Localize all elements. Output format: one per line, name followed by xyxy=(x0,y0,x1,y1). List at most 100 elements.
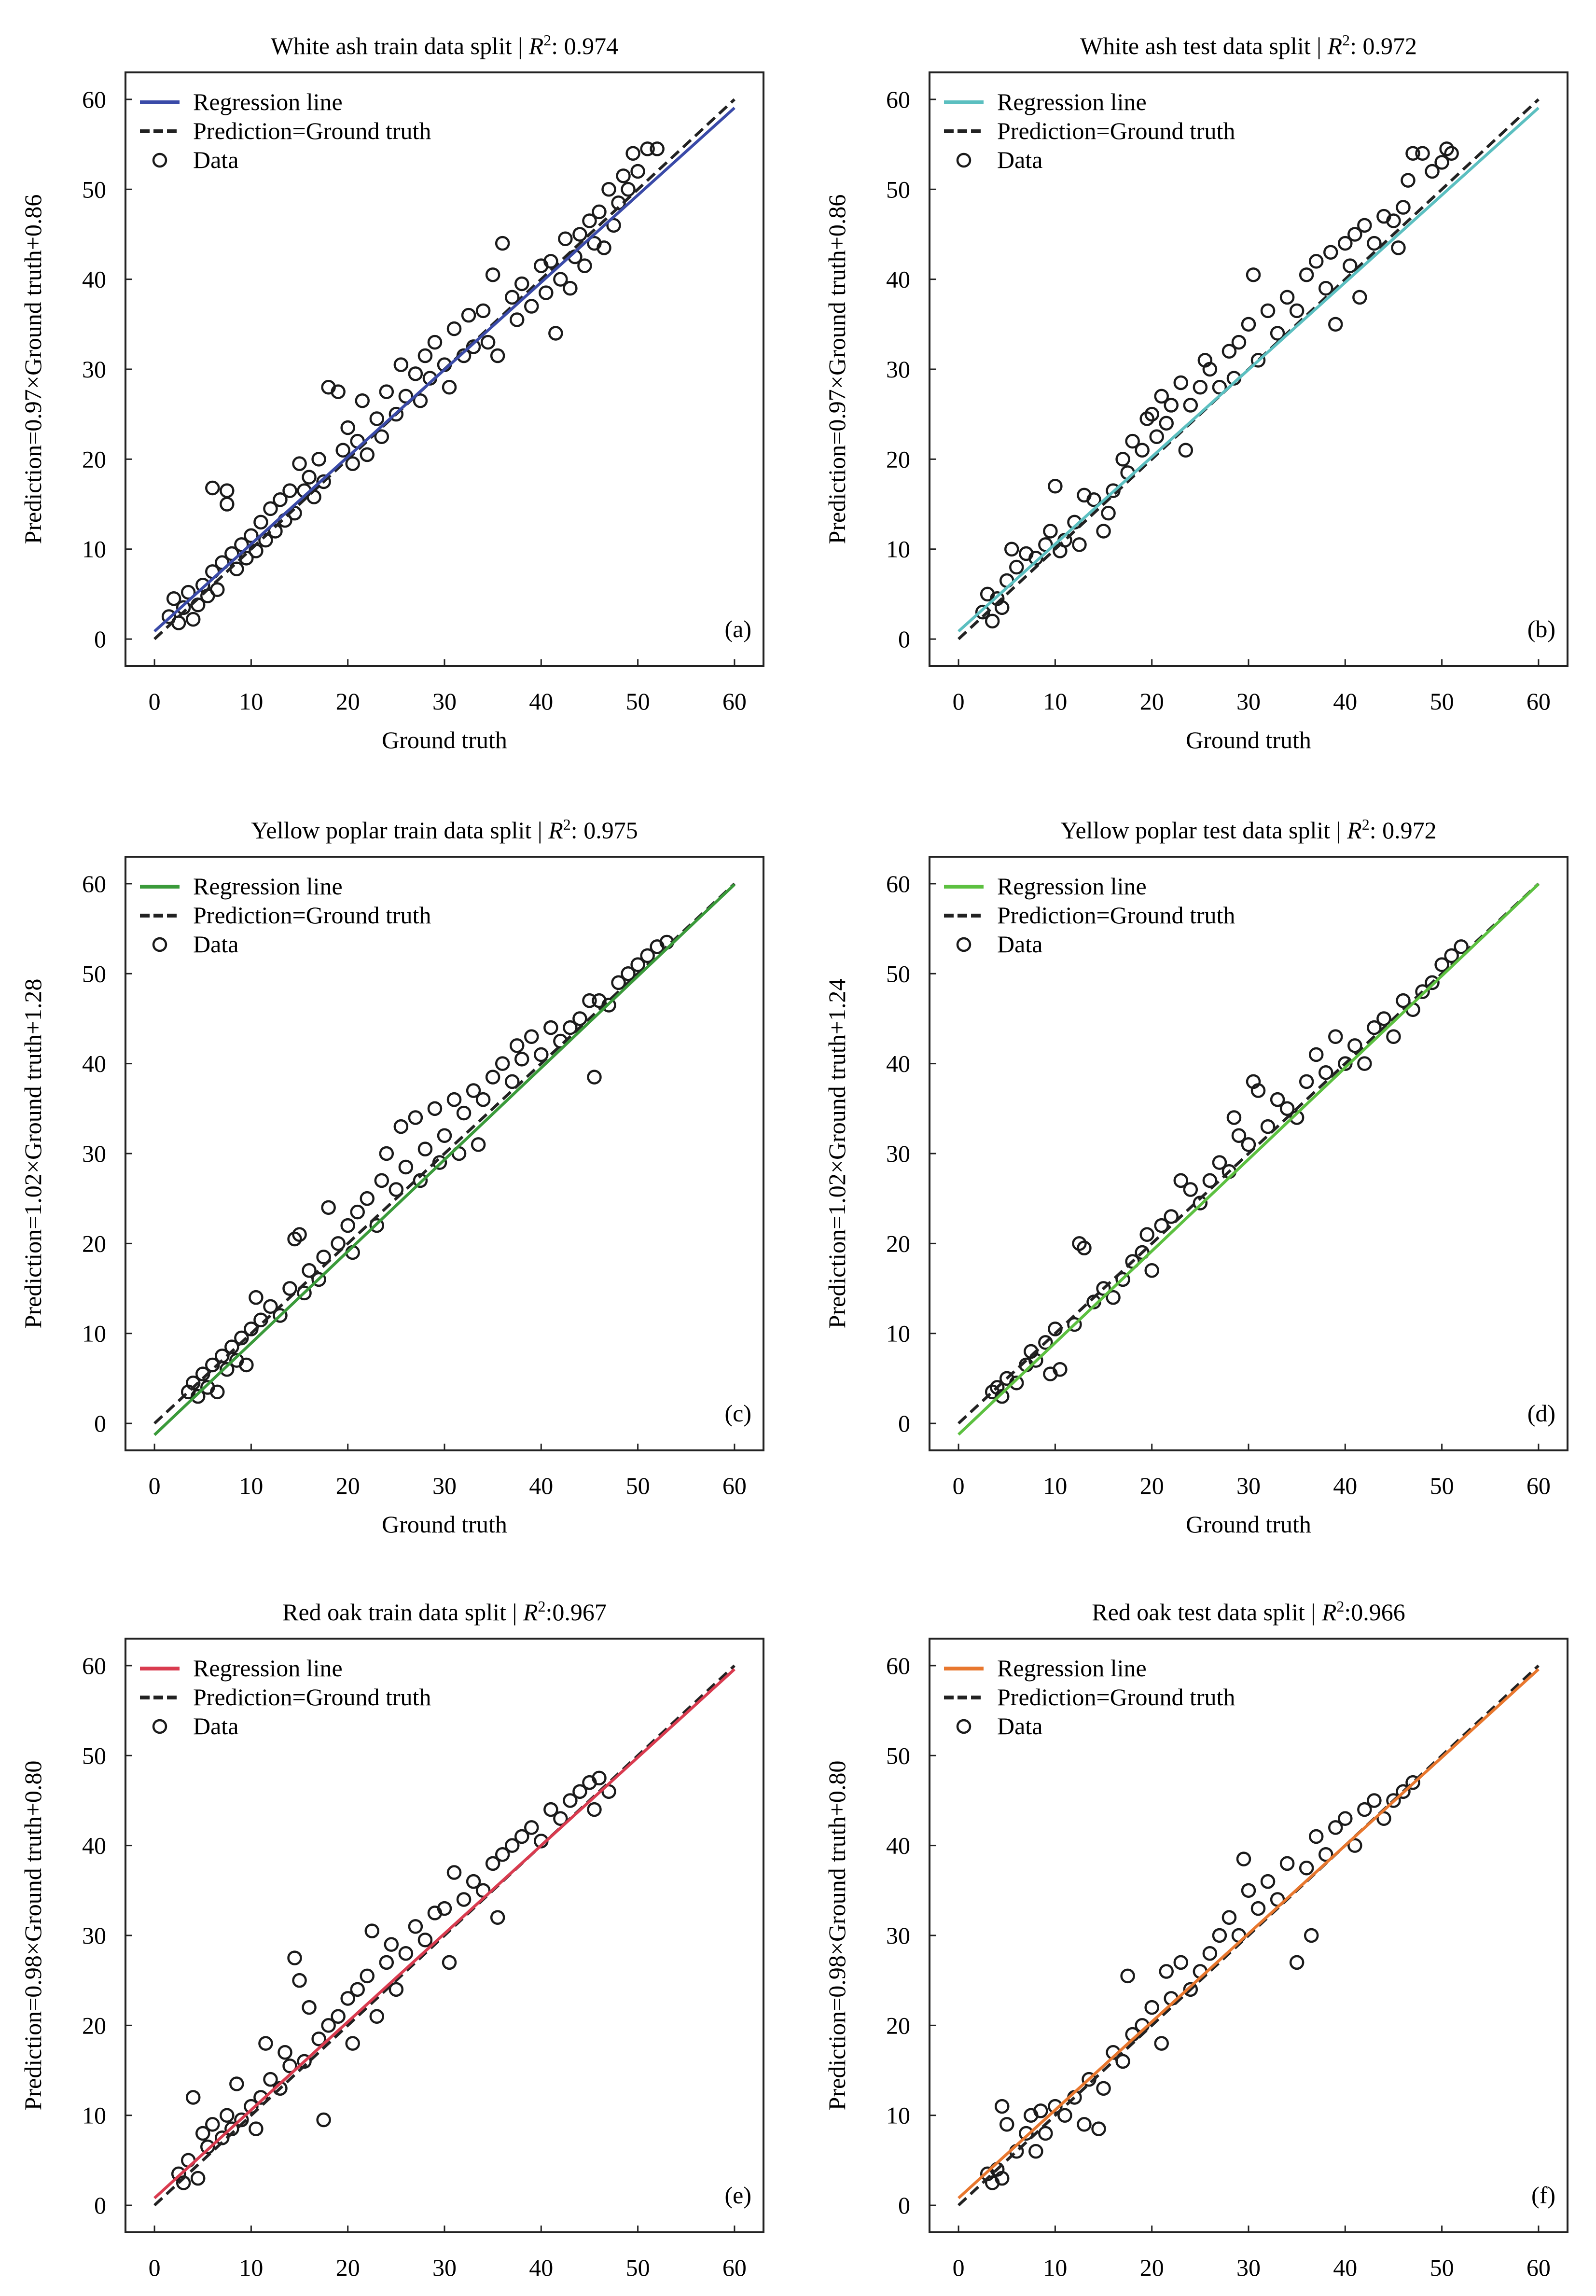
data-point xyxy=(994,2099,1010,2114)
data-point xyxy=(273,2081,288,2096)
x-tick-label: 10 xyxy=(1043,2254,1067,2281)
data-point xyxy=(640,948,655,963)
data-point xyxy=(302,1263,317,1278)
panel-tag: (e) xyxy=(725,2182,752,2209)
data-point xyxy=(1231,1128,1247,1143)
data-point xyxy=(1270,326,1285,341)
data-point xyxy=(1125,1254,1140,1269)
data-point xyxy=(475,1883,491,1898)
y-tick-label: 30 xyxy=(886,1922,910,1949)
data-point xyxy=(616,168,631,183)
data-point xyxy=(1202,1946,1218,1961)
data-point xyxy=(360,1968,375,1984)
data-point xyxy=(1318,1847,1333,1862)
data-point xyxy=(335,443,350,458)
y-tick-label: 60 xyxy=(886,86,910,113)
data-point xyxy=(1135,2018,1150,2033)
data-point xyxy=(345,2036,360,2051)
data-point xyxy=(1115,1272,1130,1287)
data-point xyxy=(980,586,995,602)
data-point xyxy=(543,1802,558,1817)
panel-title: White ash train data split | R2: 0.974 xyxy=(271,31,618,59)
data-point xyxy=(1048,479,1063,494)
panel-title: Yellow poplar train data split | R2: 0.9… xyxy=(251,816,638,844)
identity-line xyxy=(958,98,1540,640)
y-tick-label: 0 xyxy=(94,2192,106,2219)
data-point xyxy=(1367,1020,1382,1035)
data-point xyxy=(1043,1366,1058,1381)
data-point xyxy=(389,406,404,422)
data-point xyxy=(1115,452,1130,467)
data-point xyxy=(1106,1290,1121,1305)
data-point xyxy=(331,2009,346,2024)
data-point xyxy=(1250,1901,1266,1916)
data-point xyxy=(1202,1173,1218,1188)
data-point xyxy=(1019,2126,1034,2141)
data-point xyxy=(1454,939,1469,954)
data-point xyxy=(582,1775,597,1790)
legend-entry-label: Data xyxy=(997,1712,1042,1739)
data-point xyxy=(350,1982,365,1997)
data-point xyxy=(994,1389,1010,1404)
data-point xyxy=(306,489,321,504)
data-point xyxy=(1299,1074,1314,1089)
x-axis-label: Ground truth xyxy=(382,726,507,753)
x-tick-label: 50 xyxy=(1430,688,1454,715)
legend-entry-label: Regression line xyxy=(997,88,1147,115)
data-point xyxy=(1072,537,1087,552)
data-point xyxy=(1033,2103,1048,2118)
y-tick-label: 40 xyxy=(886,1832,910,1859)
data-point xyxy=(1019,546,1034,561)
data-point xyxy=(1376,209,1391,224)
data-point xyxy=(1352,290,1367,305)
data-point xyxy=(485,1856,500,1871)
data-point xyxy=(427,1101,443,1116)
data-point xyxy=(650,939,665,954)
data-point xyxy=(273,1308,288,1323)
data-point xyxy=(504,1838,520,1853)
x-tick-label: 0 xyxy=(149,688,161,715)
regression-line xyxy=(153,107,736,633)
y-tick-label: 30 xyxy=(886,356,910,383)
data-point xyxy=(364,1923,380,1938)
data-point xyxy=(490,1910,505,1925)
data-point xyxy=(1159,416,1174,431)
data-point xyxy=(485,267,500,282)
data-point xyxy=(282,2058,297,2073)
data-point xyxy=(1043,524,1058,539)
y-tick-label: 0 xyxy=(94,1410,106,1437)
data-point xyxy=(234,1330,249,1346)
data-point xyxy=(302,2000,317,2015)
axes-frame xyxy=(125,1638,764,2233)
data-point xyxy=(1125,2027,1140,2042)
data-point xyxy=(994,600,1010,615)
legend-data-swatch xyxy=(152,1719,167,1734)
y-tick-label: 60 xyxy=(82,1652,106,1679)
data-point xyxy=(572,227,587,242)
x-tick-label: 60 xyxy=(1527,1472,1551,1499)
data-point xyxy=(185,2090,201,2105)
data-point xyxy=(587,1070,602,1085)
data-point xyxy=(495,236,510,251)
data-point xyxy=(601,998,616,1013)
axes-frame xyxy=(929,71,1568,667)
legend-entry-label: Data xyxy=(997,146,1042,173)
data-point xyxy=(205,1357,220,1373)
data-point xyxy=(1308,1047,1324,1062)
legend-entry-label: Prediction=Ground truth xyxy=(193,902,431,929)
data-point xyxy=(1212,380,1227,395)
data-point xyxy=(1004,542,1019,557)
data-point xyxy=(180,2153,196,2168)
data-point xyxy=(989,591,1005,606)
data-point xyxy=(427,334,443,350)
data-point xyxy=(1444,146,1459,161)
x-tick-label: 30 xyxy=(1236,1472,1261,1499)
data-point xyxy=(1139,1227,1154,1242)
data-point xyxy=(504,1074,520,1089)
data-point xyxy=(239,551,254,566)
data-point xyxy=(563,281,578,296)
x-tick-label: 20 xyxy=(336,1472,360,1499)
data-point xyxy=(369,2009,385,2024)
